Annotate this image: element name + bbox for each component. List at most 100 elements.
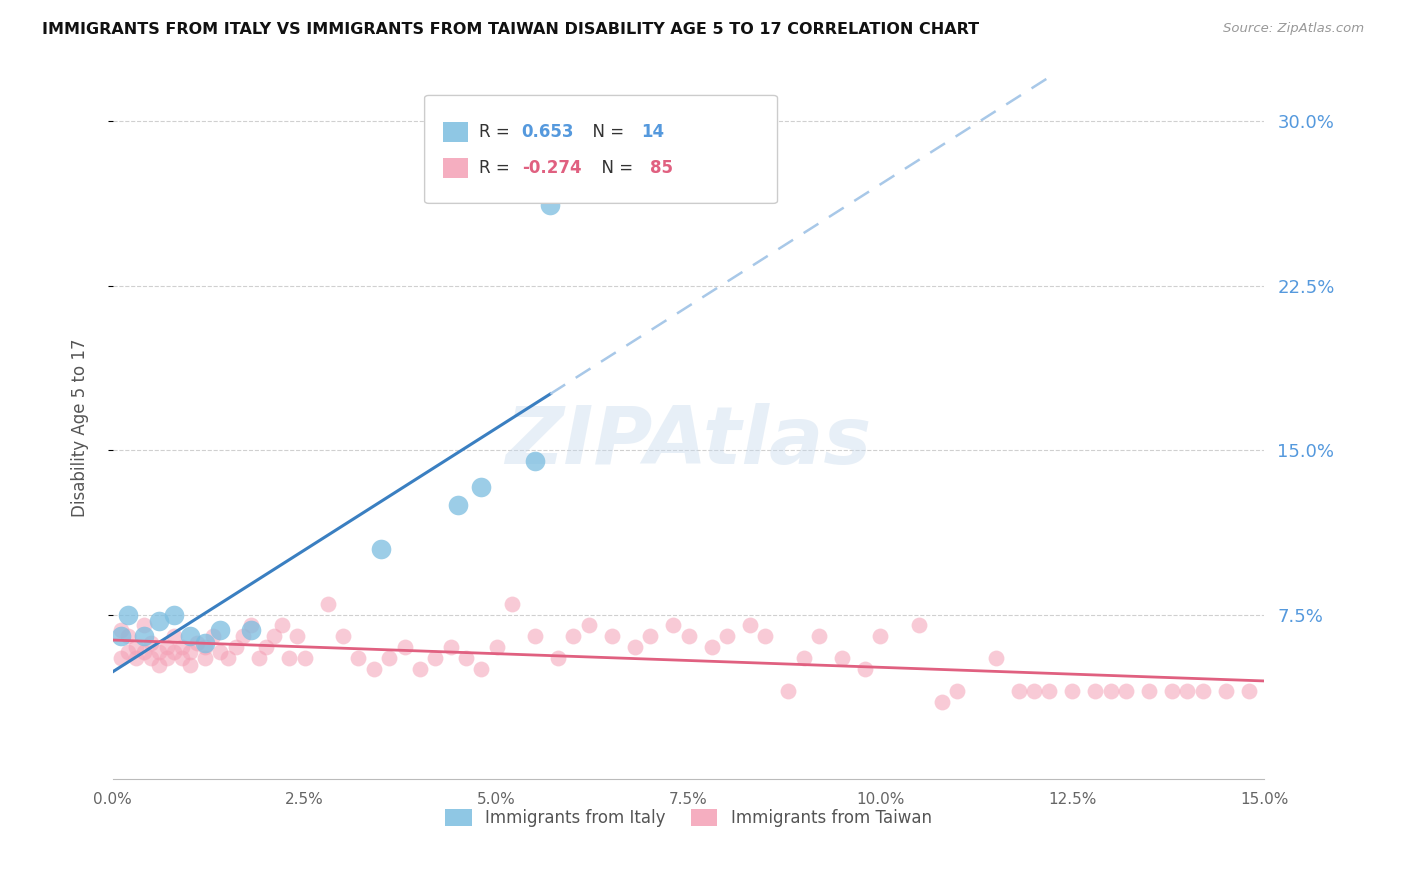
Point xyxy=(808,629,831,643)
Point xyxy=(662,618,685,632)
Point xyxy=(132,618,155,632)
Point xyxy=(294,651,316,665)
Point xyxy=(1137,684,1160,698)
Point xyxy=(1161,684,1184,698)
Text: -0.274: -0.274 xyxy=(522,159,581,177)
Point xyxy=(141,636,163,650)
Point xyxy=(155,651,177,665)
Point xyxy=(225,640,247,655)
Point xyxy=(141,651,163,665)
Point xyxy=(946,684,969,698)
Point xyxy=(117,607,139,622)
Point xyxy=(217,651,239,665)
Point xyxy=(793,651,815,665)
Point xyxy=(194,651,217,665)
Text: 0.653: 0.653 xyxy=(522,123,574,141)
Point xyxy=(638,629,661,643)
Text: 14: 14 xyxy=(641,123,664,141)
Point xyxy=(562,629,585,643)
Point xyxy=(240,618,263,632)
Point xyxy=(179,645,201,659)
Point xyxy=(600,629,623,643)
Point xyxy=(170,640,193,655)
Point xyxy=(470,662,492,676)
Y-axis label: Disability Age 5 to 17: Disability Age 5 to 17 xyxy=(72,339,89,517)
Point xyxy=(501,597,523,611)
Point xyxy=(278,651,301,665)
Point xyxy=(538,197,561,211)
Point xyxy=(716,629,738,643)
Point xyxy=(132,645,155,659)
Point xyxy=(853,662,876,676)
Point xyxy=(447,498,470,512)
Text: R =: R = xyxy=(479,123,516,141)
Point xyxy=(254,640,277,655)
Text: ZIPAtlas: ZIPAtlas xyxy=(505,403,872,481)
Text: 85: 85 xyxy=(650,159,672,177)
Point xyxy=(869,629,891,643)
Point xyxy=(831,651,853,665)
Legend: Immigrants from Italy, Immigrants from Taiwan: Immigrants from Italy, Immigrants from T… xyxy=(439,802,938,834)
Point xyxy=(232,629,254,643)
Point xyxy=(1237,684,1260,698)
Point xyxy=(623,640,645,655)
Point xyxy=(1177,684,1199,698)
Text: IMMIGRANTS FROM ITALY VS IMMIGRANTS FROM TAIWAN DISABILITY AGE 5 TO 17 CORRELATI: IMMIGRANTS FROM ITALY VS IMMIGRANTS FROM… xyxy=(42,22,980,37)
Point xyxy=(240,623,263,637)
Point xyxy=(524,454,547,468)
Point xyxy=(394,640,416,655)
Point xyxy=(163,645,186,659)
Point xyxy=(485,640,508,655)
Point xyxy=(409,662,432,676)
Point xyxy=(547,651,569,665)
Point xyxy=(125,640,148,655)
Point xyxy=(1115,684,1137,698)
Point xyxy=(110,629,132,643)
Point xyxy=(524,629,547,643)
Point xyxy=(179,629,201,643)
Point xyxy=(155,640,177,655)
Point xyxy=(163,629,186,643)
Point xyxy=(370,541,392,556)
Point xyxy=(700,640,723,655)
Point xyxy=(425,651,447,665)
Text: N =: N = xyxy=(591,159,638,177)
Point xyxy=(201,629,224,643)
Point xyxy=(578,618,600,632)
Point xyxy=(285,629,308,643)
Point xyxy=(754,629,776,643)
Point xyxy=(194,636,217,650)
Point xyxy=(454,651,477,665)
Point xyxy=(117,645,139,659)
Point xyxy=(332,629,354,643)
Point xyxy=(363,662,385,676)
Point xyxy=(148,614,170,628)
Point xyxy=(270,618,292,632)
Point xyxy=(1022,684,1045,698)
Point xyxy=(931,695,953,709)
Point xyxy=(984,651,1007,665)
Text: R =: R = xyxy=(479,159,516,177)
Text: N =: N = xyxy=(582,123,630,141)
Point xyxy=(1062,684,1084,698)
Point xyxy=(179,657,201,672)
Point xyxy=(1099,684,1122,698)
Point xyxy=(163,607,186,622)
Point xyxy=(1084,684,1107,698)
Point xyxy=(378,651,401,665)
Point xyxy=(778,684,800,698)
Point xyxy=(132,629,155,643)
Point xyxy=(316,597,339,611)
Point xyxy=(1007,684,1029,698)
Point xyxy=(1215,684,1237,698)
Point xyxy=(470,480,492,494)
Point xyxy=(247,651,270,665)
Point xyxy=(1038,684,1060,698)
Point xyxy=(110,623,132,637)
Point xyxy=(209,623,232,637)
Point xyxy=(186,636,208,650)
Point xyxy=(209,645,232,659)
Point xyxy=(148,657,170,672)
Point xyxy=(347,651,370,665)
Point xyxy=(125,651,148,665)
